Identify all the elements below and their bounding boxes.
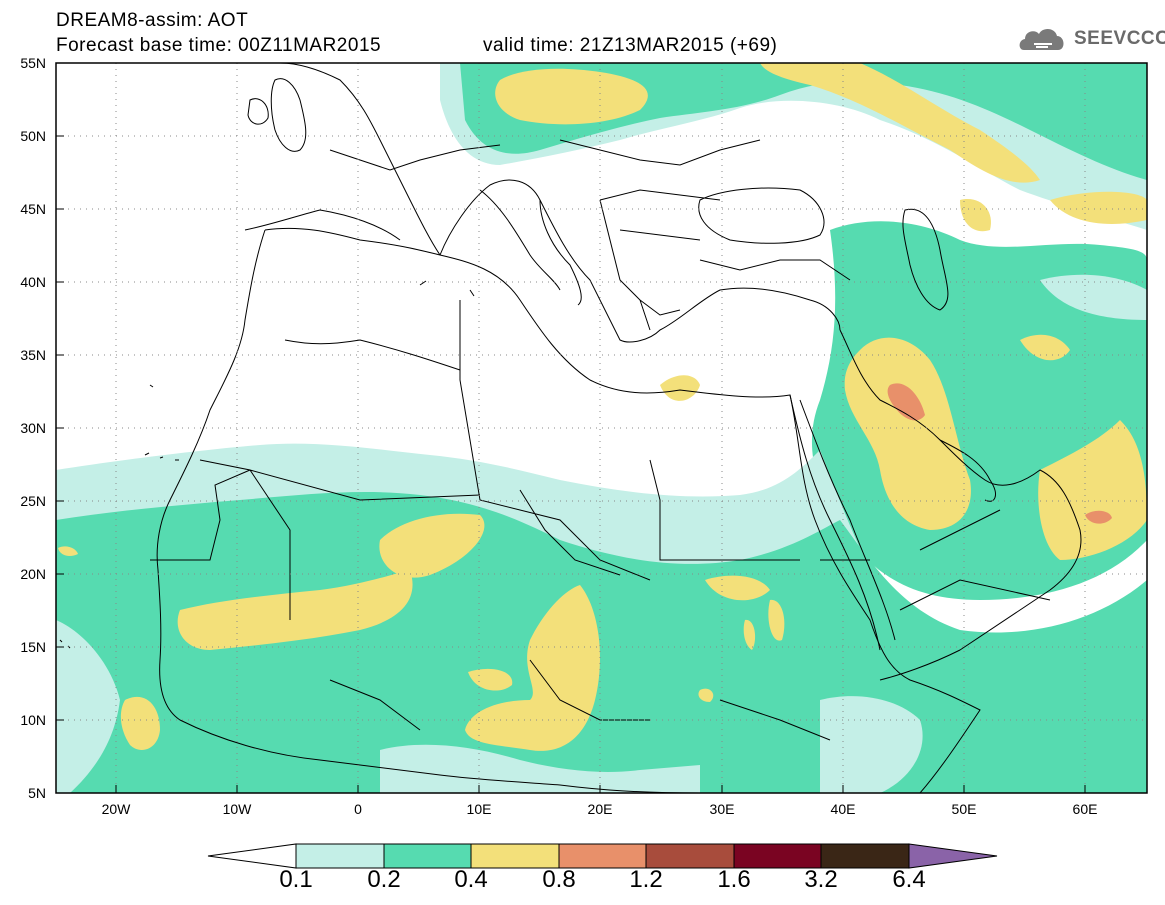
- lat-label: 20N: [20, 566, 46, 582]
- valid-time: valid time: 21Z13MAR2015 (+69): [483, 35, 778, 56]
- chart-title: DREAM8-assim: AOT: [56, 10, 249, 31]
- lon-label: 10E: [466, 801, 492, 817]
- lon-label: 30E: [709, 801, 735, 817]
- lon-label: 20W: [101, 801, 131, 817]
- lon-label: 0: [354, 801, 362, 817]
- lat-label: 5N: [28, 785, 46, 801]
- colorbar-label: 6.4: [892, 866, 926, 893]
- lat-label: 30N: [20, 420, 46, 436]
- lat-label: 45N: [20, 201, 46, 217]
- lat-label: 35N: [20, 347, 46, 363]
- lat-label: 25N: [20, 493, 46, 509]
- lon-label: 10W: [222, 801, 252, 817]
- lat-label: 10N: [20, 712, 46, 728]
- colorbar-swatch: [296, 844, 384, 868]
- aot-contours: [56, 63, 1147, 793]
- lat-label: 55N: [20, 55, 46, 71]
- colorbar-swatch: [559, 844, 646, 868]
- forecast-base-time: Forecast base time: 00Z11MAR2015: [56, 35, 382, 56]
- axis-ticks: [56, 62, 1086, 794]
- colorbar-swatch: [821, 844, 909, 868]
- colorbar-label: 0.2: [367, 866, 401, 893]
- lat-label: 50N: [20, 128, 46, 144]
- colorbar-label: 3.2: [804, 866, 838, 893]
- colorbar-label: 0.4: [454, 866, 488, 893]
- colorbar-label: 0.1: [279, 866, 313, 893]
- lon-label: 60E: [1072, 801, 1098, 817]
- lat-label: 15N: [20, 639, 46, 655]
- colorbar-label: 1.6: [717, 866, 751, 893]
- colorbar-swatch: [646, 844, 734, 868]
- colorbar-label: 0.8: [542, 866, 576, 893]
- lon-label: 20E: [587, 801, 613, 817]
- lat-label: 40N: [20, 274, 46, 290]
- colorbar-overflow: [909, 844, 997, 868]
- lon-label: 40E: [830, 801, 856, 817]
- logo-text: SEEVCCC: [1074, 28, 1165, 49]
- colorbar-underflow: [207, 843, 297, 869]
- colorbar-swatch: [384, 844, 471, 868]
- lon-label: 50E: [951, 801, 977, 817]
- colorbar-swatch: [471, 844, 559, 868]
- cloud-icon: [1019, 28, 1064, 50]
- colorbar-swatch: [734, 844, 821, 868]
- colorbar-label: 1.2: [629, 866, 663, 893]
- coastlines: [59, 63, 1082, 793]
